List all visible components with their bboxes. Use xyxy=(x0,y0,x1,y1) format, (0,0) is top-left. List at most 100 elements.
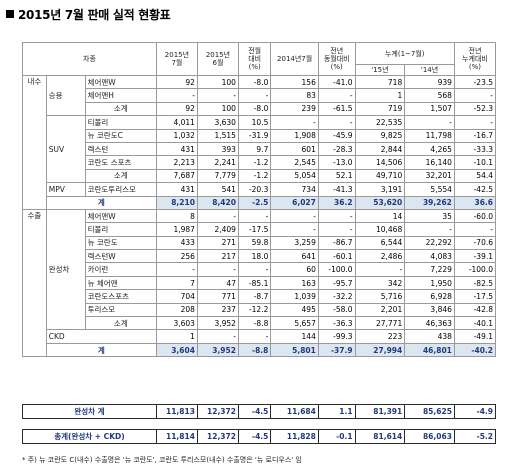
table-total-row: 계 8,210 8,420 -2.5 6,027 36.2 53,620 39,262 36.6 xyxy=(23,195,497,210)
group-segment-cell: MPV xyxy=(45,182,86,197)
value-cell: 771 xyxy=(196,289,239,304)
value-cell: 438 xyxy=(404,329,455,344)
value-cell: -17.5 xyxy=(237,222,272,237)
value-cell: 1,515 xyxy=(196,128,239,143)
value-cell: 9.7 xyxy=(237,141,272,157)
table-row: 코란도스포츠 704 771 -8.7 1,039 -32.2 5,716 6,928 -17.… xyxy=(23,289,497,304)
value-cell: 2,409 xyxy=(196,222,239,237)
table-row: 투리스모 208 237 -12.2 495 -58.0 2,201 3,846 -42.8 xyxy=(23,302,497,318)
value-cell: -40.2 xyxy=(453,342,497,358)
value-cell: 1 xyxy=(354,88,406,103)
table-row: 소계 3,603 3,952 -8.8 5,657 -36.3 27,771 46,363 -4… xyxy=(23,316,497,331)
value-cell: 46,801 xyxy=(404,342,455,358)
value-cell: 601 xyxy=(270,141,319,157)
value-cell: 7 xyxy=(155,275,198,291)
table-row: 소계 92 100 -8.0 239 -61.5 719 1,507 -52.3 xyxy=(23,101,497,117)
value-cell: -12.2 xyxy=(237,302,272,318)
value-cell: 1,908 xyxy=(270,128,319,143)
value-cell: 239 xyxy=(270,101,319,117)
value-cell: 4,265 xyxy=(404,141,455,157)
value-cell: - xyxy=(237,88,272,103)
value-cell: -61.5 xyxy=(317,101,356,117)
summary-value-cell: 11,684 xyxy=(270,404,319,419)
value-cell: 271 xyxy=(196,235,239,251)
value-cell: - xyxy=(196,208,239,224)
footnote: * 주) 뉴 코란도 C(내수) 수출명은 '뉴 코란도', 코란도 투리스모(… xyxy=(22,456,302,464)
model-name-cell: 소계 xyxy=(84,316,157,331)
header-cum-2014: '14년 xyxy=(404,64,455,76)
table-row: 렉스턴 431 393 9.7 601 -28.3 2,844 4,265 -33.3 xyxy=(23,141,497,157)
model-name-cell: 체어맨W xyxy=(84,74,157,90)
model-name-cell: 티볼리 xyxy=(84,115,157,130)
value-cell: -100.0 xyxy=(317,262,356,277)
value-cell: 47 xyxy=(196,275,239,291)
value-cell: 100 xyxy=(196,74,239,90)
header-jun2015: 2015년 6월 xyxy=(196,42,239,76)
value-cell: 36.2 xyxy=(317,195,356,210)
value-cell: 541 xyxy=(196,182,239,197)
value-cell: -8.0 xyxy=(237,74,272,90)
value-cell: - xyxy=(237,262,272,277)
summary-value-cell: 12,372 xyxy=(196,404,239,419)
title-text: 2015년 7월 판매 실적 현황표 xyxy=(18,8,171,22)
summary-value-cell: 86,063 xyxy=(404,429,455,444)
value-cell: 431 xyxy=(155,141,198,157)
value-cell: - xyxy=(270,208,319,224)
value-cell: -32.2 xyxy=(317,289,356,304)
value-cell: 5,657 xyxy=(270,316,319,331)
value-cell: 5,054 xyxy=(270,168,319,184)
value-cell: - xyxy=(317,88,356,103)
value-cell: 256 xyxy=(155,249,198,264)
value-cell: 8,420 xyxy=(196,195,239,210)
group-market-cell: 수출 xyxy=(22,208,47,358)
value-cell: 60 xyxy=(270,262,319,277)
value-cell: - xyxy=(196,88,239,103)
header-cum-2015: '15년 xyxy=(354,64,406,76)
value-cell: 22,292 xyxy=(404,235,455,251)
value-cell: - xyxy=(237,329,272,344)
title-bullet-icon xyxy=(6,10,14,18)
summary-grand-total: 총계(완성차 + CKD) 11,814 12,372 -4.5 11,828 -0.1 8… xyxy=(22,429,497,444)
value-cell: -82.5 xyxy=(453,275,497,291)
table-row: 내수 승용 체어맨W 92 100 -8.0 156 -41.0 718 939 -23.5 xyxy=(22,74,497,210)
summary-value-cell: 85,625 xyxy=(404,404,455,419)
value-cell: 49,710 xyxy=(354,168,406,184)
value-cell: -28.3 xyxy=(317,141,356,157)
value-cell: -85.1 xyxy=(237,275,272,291)
summary-value-cell: -4.9 xyxy=(453,404,497,419)
value-cell: - xyxy=(453,88,497,103)
value-cell: - xyxy=(317,208,356,224)
table-row: 뉴 코란도 433 271 59.8 3,259 -86.7 6,544 22,292 -70.… xyxy=(23,235,497,251)
value-cell: 2,241 xyxy=(196,155,239,170)
value-cell: 3,952 xyxy=(196,342,239,358)
value-cell: - xyxy=(354,262,406,277)
value-cell: 734 xyxy=(270,182,319,197)
value-cell: -1.2 xyxy=(237,168,272,184)
summary-value-cell: 11,828 xyxy=(270,429,319,444)
summary-value-cell: -0.1 xyxy=(317,429,356,444)
value-cell: 433 xyxy=(155,235,198,251)
value-cell: 36.6 xyxy=(453,195,497,210)
value-cell: - xyxy=(196,262,239,277)
value-cell: -52.3 xyxy=(453,101,497,117)
table-body: 내수 승용 체어맨W 92 100 -8.0 156 -41.0 718 939 -23.5 체어맨H… xyxy=(22,74,497,358)
value-cell: 718 xyxy=(354,74,406,90)
table-row: 뉴 코란도C 1,032 1,515 -31.9 1,908 -45.9 9,825 11,7… xyxy=(23,128,497,143)
value-cell: 223 xyxy=(354,329,406,344)
value-cell: 217 xyxy=(196,249,239,264)
value-cell: -8.8 xyxy=(237,342,272,358)
header-cumulative: 누계(1~7월) xyxy=(354,42,455,65)
value-cell: 22,535 xyxy=(354,115,406,130)
value-cell: 3,846 xyxy=(404,302,455,318)
group-segment-cell: SUV xyxy=(45,115,86,184)
value-cell: 3,603 xyxy=(155,316,198,331)
model-name-cell: 코란도 스포츠 xyxy=(84,155,157,170)
value-cell: 719 xyxy=(354,101,406,117)
value-cell: -16.7 xyxy=(453,128,497,143)
value-cell: 641 xyxy=(270,249,319,264)
summary-row: 총계(완성차 + CKD) 11,814 12,372 -4.5 11,828 -0.1 8… xyxy=(22,429,497,444)
model-name-cell: 뉴 코란도C xyxy=(84,128,157,143)
header-jul2014: 2014년7월 xyxy=(270,42,319,76)
value-cell: 59.8 xyxy=(237,235,272,251)
sales-table: 차종 2015년 7월 2015년 6월 전월 대비 (%) 2014년7월 전년 동월대… xyxy=(22,42,497,358)
